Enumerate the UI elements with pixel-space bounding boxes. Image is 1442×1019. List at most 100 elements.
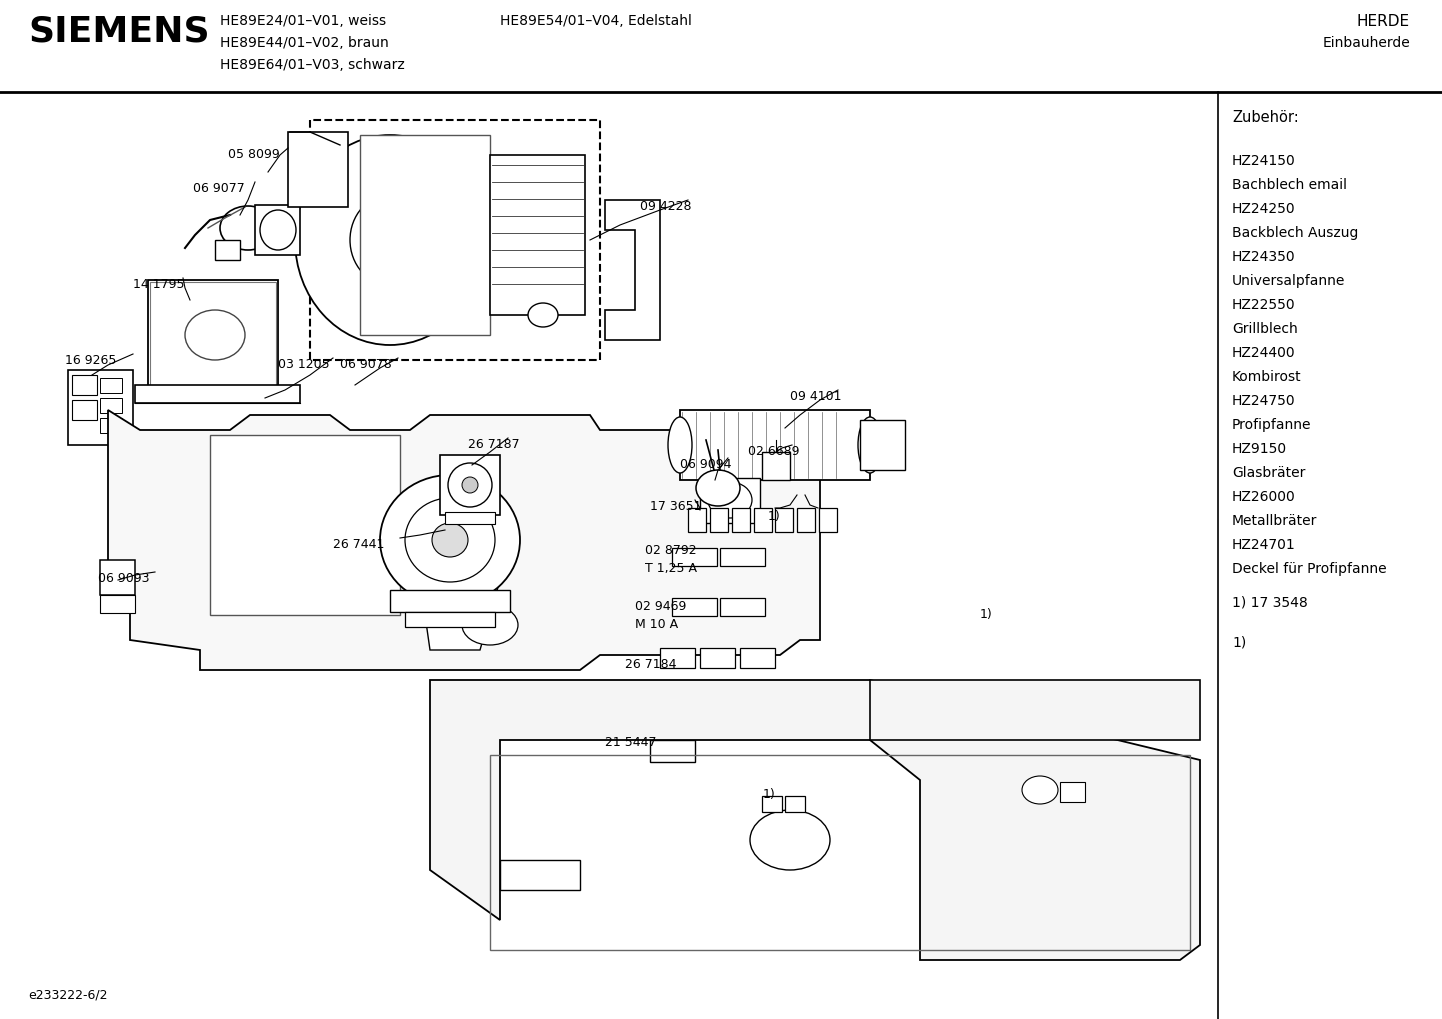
Ellipse shape	[668, 417, 692, 473]
Bar	[99, 595, 136, 613]
Text: Zubehör:: Zubehör:	[1231, 110, 1299, 125]
Bar	[389, 590, 510, 612]
Bar	[440, 455, 500, 515]
Text: HE89E44/01–V02, braun: HE89E44/01–V02, braun	[221, 36, 389, 50]
Text: HZ24750: HZ24750	[1231, 394, 1295, 408]
Bar	[99, 378, 123, 393]
Polygon shape	[606, 200, 660, 340]
Text: 14 1795: 14 1795	[133, 278, 185, 291]
Text: Metallbräter: Metallbräter	[1231, 514, 1318, 528]
Text: 06 9093: 06 9093	[98, 572, 150, 585]
Bar	[699, 478, 760, 523]
Text: HZ24250: HZ24250	[1231, 202, 1295, 216]
Bar	[733, 508, 750, 532]
Text: Grillblech: Grillblech	[1231, 322, 1298, 336]
Text: 06 9078: 06 9078	[340, 358, 392, 371]
Bar	[99, 560, 136, 595]
Bar	[688, 508, 707, 532]
Bar	[405, 612, 495, 627]
Text: 17 3651: 17 3651	[650, 500, 701, 513]
Text: 02 6689: 02 6689	[748, 445, 799, 458]
Text: 02 9469: 02 9469	[634, 600, 686, 613]
Text: HZ22550: HZ22550	[1231, 298, 1295, 312]
Text: 02 8792: 02 8792	[645, 544, 696, 557]
Ellipse shape	[405, 498, 495, 582]
Text: HZ9150: HZ9150	[1231, 442, 1288, 455]
Bar	[774, 508, 793, 532]
Text: Profipfanne: Profipfanne	[1231, 418, 1312, 432]
Text: HZ26000: HZ26000	[1231, 490, 1296, 504]
Bar	[672, 598, 717, 616]
Ellipse shape	[221, 206, 275, 250]
Bar	[99, 398, 123, 413]
Ellipse shape	[708, 482, 751, 518]
Bar	[99, 418, 123, 433]
Ellipse shape	[1022, 776, 1058, 804]
Ellipse shape	[260, 210, 296, 250]
Text: T 1,25 A: T 1,25 A	[645, 562, 696, 575]
Text: HE89E24/01–V01, weiss: HE89E24/01–V01, weiss	[221, 14, 386, 28]
Ellipse shape	[433, 523, 469, 557]
Bar	[754, 508, 771, 532]
Text: e233222-6/2: e233222-6/2	[27, 988, 108, 1001]
Bar	[720, 598, 766, 616]
Text: 1): 1)	[981, 608, 992, 621]
Text: HE89E64/01–V03, schwarz: HE89E64/01–V03, schwarz	[221, 58, 405, 72]
Text: 1): 1)	[769, 510, 780, 523]
Text: 26 7187: 26 7187	[469, 438, 519, 451]
Bar	[68, 370, 133, 445]
Bar	[490, 755, 1190, 950]
Bar	[72, 375, 97, 395]
Bar	[215, 240, 239, 260]
Bar	[709, 508, 728, 532]
Text: HZ24400: HZ24400	[1231, 346, 1295, 360]
Text: Glasbräter: Glasbräter	[1231, 466, 1305, 480]
Ellipse shape	[461, 605, 518, 645]
Text: 21 5447: 21 5447	[606, 736, 656, 749]
Polygon shape	[430, 680, 1200, 960]
Bar	[650, 740, 695, 762]
Text: 1): 1)	[1231, 636, 1246, 650]
Ellipse shape	[448, 463, 492, 507]
Text: HERDE: HERDE	[1357, 14, 1410, 29]
Text: HZ24701: HZ24701	[1231, 538, 1296, 552]
Bar	[211, 435, 399, 615]
Bar	[819, 508, 836, 532]
Text: 05 8099: 05 8099	[228, 148, 280, 161]
Bar	[360, 135, 490, 335]
Ellipse shape	[858, 417, 883, 473]
Text: Deckel für Profipfanne: Deckel für Profipfanne	[1231, 562, 1387, 576]
Bar	[255, 205, 300, 255]
Bar	[681, 410, 870, 480]
Text: 06 9094: 06 9094	[681, 458, 731, 471]
Text: HZ24150: HZ24150	[1231, 154, 1296, 168]
Text: HZ24350: HZ24350	[1231, 250, 1295, 264]
Ellipse shape	[750, 810, 831, 870]
Bar	[720, 548, 766, 566]
Text: HE89E54/01–V04, Edelstahl: HE89E54/01–V04, Edelstahl	[500, 14, 692, 28]
Text: Bachblech email: Bachblech email	[1231, 178, 1347, 192]
Ellipse shape	[381, 475, 521, 605]
Text: Universalpfanne: Universalpfanne	[1231, 274, 1345, 288]
Ellipse shape	[296, 135, 485, 345]
Text: SIEMENS: SIEMENS	[27, 14, 209, 48]
Text: 09 4228: 09 4228	[640, 200, 692, 213]
Bar	[288, 132, 348, 207]
Bar	[446, 512, 495, 524]
Polygon shape	[108, 410, 820, 671]
Bar	[150, 282, 275, 388]
Text: 06 9077: 06 9077	[193, 182, 245, 195]
Bar	[1060, 782, 1084, 802]
Bar	[797, 508, 815, 532]
Text: Kombirost: Kombirost	[1231, 370, 1302, 384]
Ellipse shape	[461, 477, 477, 493]
Bar	[859, 420, 906, 470]
Ellipse shape	[185, 310, 245, 360]
Text: 1): 1)	[763, 788, 776, 801]
Bar	[490, 155, 585, 315]
Bar	[136, 385, 300, 403]
Bar	[660, 648, 695, 668]
Bar	[672, 548, 717, 566]
Bar	[761, 796, 782, 812]
Bar	[761, 452, 790, 480]
